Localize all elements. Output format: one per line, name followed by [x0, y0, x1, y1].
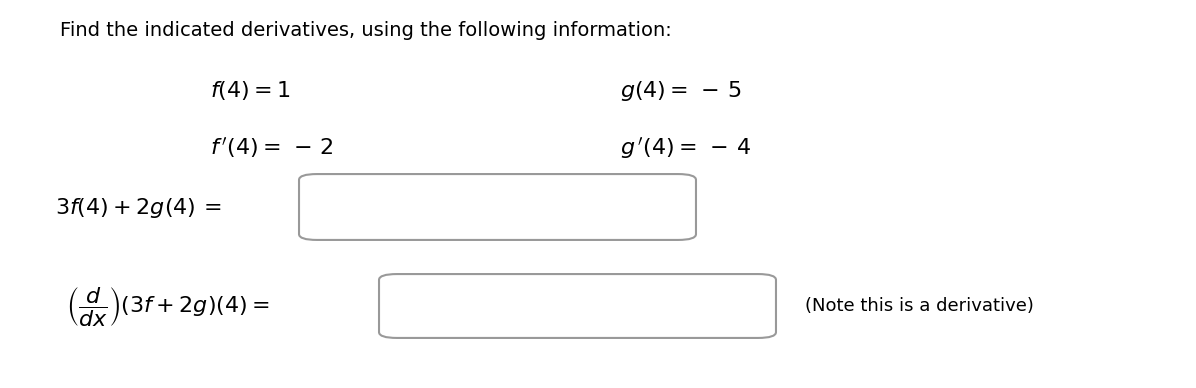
Text: $g\,'(4) =\,-\,4$: $g\,'(4) =\,-\,4$ — [620, 135, 751, 161]
Text: $f\,'(4) =\,-\,2$: $f\,'(4) =\,-\,2$ — [210, 136, 334, 160]
Text: Find the indicated derivatives, using the following information:: Find the indicated derivatives, using th… — [60, 21, 672, 40]
Text: $g(4) =\,-\,5$: $g(4) =\,-\,5$ — [620, 79, 742, 103]
Text: (Note this is a derivative): (Note this is a derivative) — [805, 297, 1033, 315]
Text: $\left(\dfrac{d}{dx}\right)(3f + 2g)(4){=}$: $\left(\dfrac{d}{dx}\right)(3f + 2g)(4){… — [66, 284, 269, 327]
Text: $3f(4) + 2g(4)\,=$: $3f(4) + 2g(4)\,=$ — [55, 196, 221, 220]
Text: $f(4) = 1$: $f(4) = 1$ — [210, 80, 291, 102]
